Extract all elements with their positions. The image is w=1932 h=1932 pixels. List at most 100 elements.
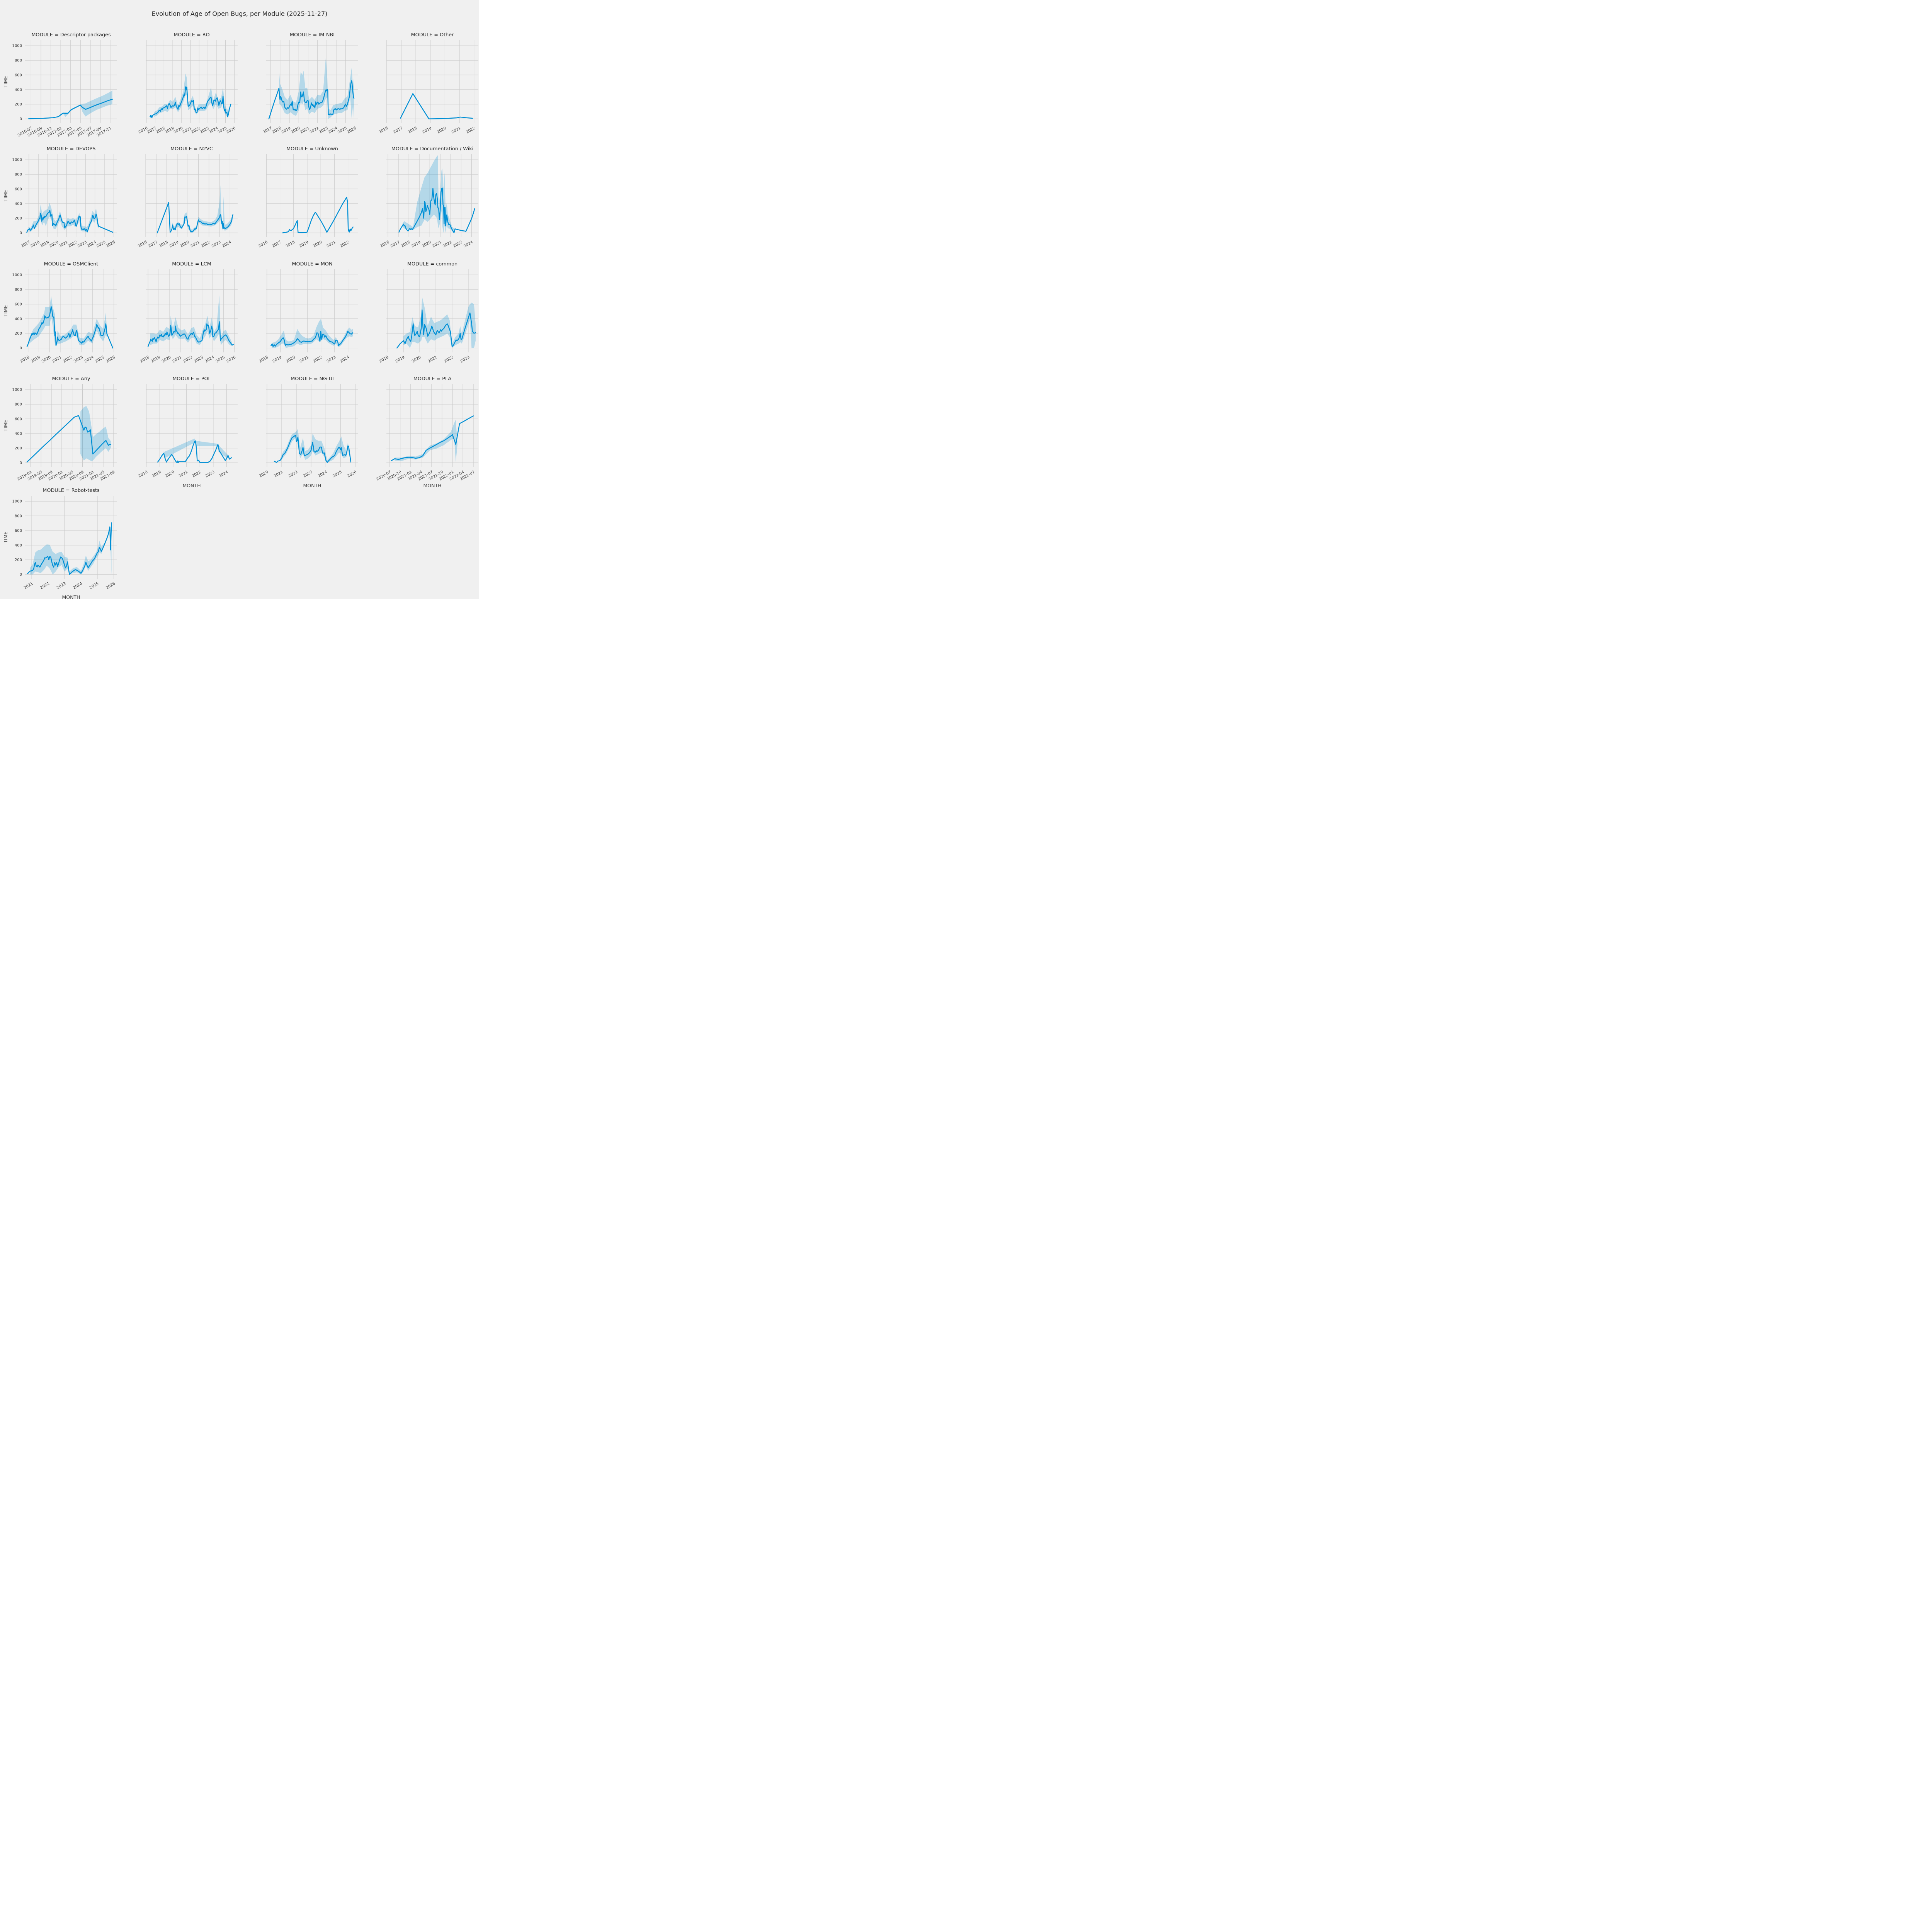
subplot-module-pla: MODULE = PLA2020-072020-102021-012021-04… [376, 376, 478, 488]
y-axis-label: TIME [3, 76, 9, 88]
line-series [27, 522, 112, 575]
x-tick-label: 2021 [52, 355, 63, 364]
y-tick-label: 200 [15, 332, 22, 336]
x-tick-label: 2025 [215, 355, 226, 364]
y-tick-label: 400 [15, 432, 22, 436]
x-tick-label: 2025 [95, 355, 105, 364]
line-series [157, 440, 232, 463]
x-tick-label: 2018 [20, 355, 31, 364]
subplot-module-unknown: MODULE = Unknown 2016 2017 2018 2019 2020 2021… [258, 146, 358, 248]
x-tick-label: 2024 [218, 470, 229, 478]
x-tick-label: 2022 [442, 240, 453, 248]
confidence-band [30, 522, 112, 575]
confidence-band [402, 155, 454, 233]
x-tick-label: 2018 [400, 240, 411, 248]
x-tick-label: 2017 [390, 240, 401, 248]
x-axis-label: MONTH [62, 594, 80, 599]
x-tick-label: 2022 [444, 355, 454, 364]
y-tick-label: 800 [15, 288, 22, 292]
x-tick-label: 2022 [288, 470, 299, 478]
subplot-title: MODULE = NG-UI [291, 376, 334, 382]
confidence-band [403, 297, 476, 348]
x-tick-label: 2023 [303, 470, 313, 478]
y-tick-label: 600 [15, 302, 22, 306]
x-tick-label: 2021 [172, 355, 183, 364]
line-series [274, 435, 352, 463]
x-tick-label: 2018 [30, 240, 41, 248]
confidence-band [163, 439, 229, 459]
confidence-band [29, 296, 107, 347]
subplot-title: MODULE = DEVOPS [47, 146, 96, 152]
x-tick-label: 2018 [138, 470, 149, 478]
y-tick-label: 1000 [12, 273, 22, 277]
x-tick-label: 2026 [226, 355, 237, 364]
x-tick-label: 2025 [217, 126, 228, 134]
x-tick-label: 2022 [313, 355, 323, 364]
y-axis-label: TIME [3, 305, 9, 317]
confidence-band [28, 203, 99, 232]
subplot-title: MODULE = N2VC [170, 146, 213, 152]
x-tick-label: 2018 [272, 126, 282, 134]
y-tick-label: 0 [20, 346, 22, 350]
y-tick-label: 800 [15, 514, 22, 519]
x-tick-label: 2018 [285, 240, 296, 248]
x-tick-label: 2023 [56, 582, 67, 590]
x-tick-label: 2019 [411, 240, 422, 248]
x-tick-label: 2024 [328, 126, 338, 134]
x-tick-label: 2025 [337, 126, 348, 134]
x-tick-label: 2024 [87, 240, 97, 248]
x-tick-label: 2023 [77, 240, 88, 248]
x-tick-label: 2017 [148, 240, 158, 248]
subplot-title: MODULE = Descriptor-packages [31, 32, 111, 38]
x-tick-label: 2020 [421, 240, 432, 248]
x-tick-label: 2017 [262, 126, 273, 134]
y-tick-label: 200 [15, 558, 22, 562]
x-tick-label: 2016 [138, 126, 149, 134]
subplot-title: MODULE = Other [411, 32, 454, 38]
x-tick-label: 2016 [137, 240, 148, 248]
y-tick-label: 0 [20, 461, 22, 465]
subplot-title: MODULE = LCM [172, 261, 211, 267]
x-tick-label: 2021 [451, 126, 462, 134]
y-axis-label: TIME [3, 420, 9, 432]
x-tick-label: 2019 [39, 240, 50, 248]
x-tick-label: 2018 [139, 355, 150, 364]
subplot-title: MODULE = Any [52, 376, 90, 382]
y-tick-label: 800 [15, 403, 22, 407]
x-tick-label: 2022 [183, 355, 194, 364]
line-series [156, 202, 233, 233]
figure-canvas: Evolution of Age of Open Bugs, per Modul… [0, 0, 479, 599]
x-tick-label: 2017 [147, 126, 158, 134]
x-tick-label: 2024 [221, 240, 232, 248]
x-tick-label: 2024 [340, 355, 350, 364]
x-tick-label: 2021 [182, 126, 193, 134]
x-tick-label: 2021 [299, 126, 310, 134]
x-tick-label: 2026 [347, 470, 357, 478]
x-tick-label: 2020 [165, 470, 175, 478]
subplot-module-im-nbi: MODULE = IM-NBI2017201820192020202120222… [262, 32, 358, 134]
x-tick-label: 2020 [161, 355, 172, 364]
x-tick-label: 2021 [58, 240, 69, 248]
x-tick-label: 2022 [340, 240, 350, 248]
x-tick-label: 2026 [105, 240, 116, 248]
x-tick-label: 2016 [379, 240, 390, 248]
confidence-band [272, 318, 353, 348]
y-tick-label: 1000 [12, 158, 22, 162]
x-tick-label: 2022 [191, 470, 202, 478]
x-tick-label: 2020 [290, 126, 301, 134]
subplot-title: MODULE = Robot-tests [43, 488, 100, 493]
confidence-band [53, 90, 112, 118]
subplot-title: MODULE = common [407, 261, 457, 267]
y-tick-label: 1000 [12, 500, 22, 504]
subplot-module-ro: MODULE = RO20162017201820192020202120222… [138, 32, 238, 134]
x-tick-label: 2025 [332, 470, 343, 478]
x-tick-label: 2022 [39, 582, 50, 590]
x-tick-label: 2024 [84, 355, 95, 364]
x-tick-label: 2021 [23, 582, 34, 590]
subplot-module-descriptor-packages: MODULE = Descriptor-packages2016-072016-… [3, 32, 117, 138]
x-tick-label: 2020 [286, 355, 296, 364]
x-tick-label: 2023 [452, 240, 463, 248]
x-tick-label: 2026 [226, 126, 236, 134]
y-tick-label: 600 [15, 417, 22, 421]
line-series [26, 415, 112, 463]
